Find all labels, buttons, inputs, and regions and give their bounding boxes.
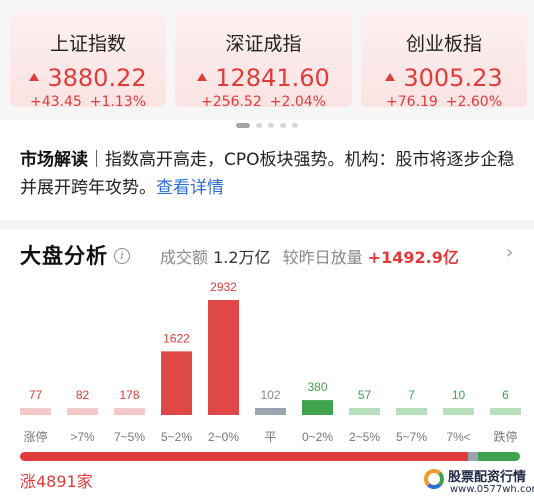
category-tick-label: >7% xyxy=(70,430,95,444)
up-arrow-icon xyxy=(197,73,208,81)
index-price: 3005.23 xyxy=(361,64,527,92)
category-tick-label: 0~2% xyxy=(302,430,333,444)
bar-value-label: 1622 xyxy=(163,331,190,345)
category-tick-label: 平 xyxy=(264,430,276,444)
bar-value-label: 2932 xyxy=(210,280,237,294)
reading-separator: ｜ xyxy=(88,150,105,170)
bar-value-label: 6 xyxy=(502,388,509,402)
bar-0 xyxy=(20,408,51,415)
bar-5 xyxy=(255,408,286,415)
watermark: 股票配资行情 www.0577wh.com xyxy=(424,463,534,500)
bar-4 xyxy=(208,300,239,415)
carousel-dot[interactable] xyxy=(280,123,286,128)
carousel-dot[interactable] xyxy=(256,123,262,128)
rise-fall-distribution-chart: 77 涨停 82 >7% 178 7~5% 1622 5~2% 2932 2~0% 102 平 380 0… xyxy=(20,280,521,444)
bar-7 xyxy=(349,408,380,415)
turnover-value: 1.2万亿 xyxy=(213,248,271,267)
bar-9 xyxy=(443,408,474,415)
bar-value-label: 178 xyxy=(119,388,139,402)
category-tick-label: 7%< xyxy=(446,430,470,444)
index-card-shenzhen[interactable]: 深证成指 12841.60 +256.52 +2.04% xyxy=(175,11,352,110)
bar-value-label: 7 xyxy=(408,388,415,402)
up-arrow-icon xyxy=(385,73,396,81)
category-tick-label: 跌停 xyxy=(493,429,517,444)
breadth-bar xyxy=(20,452,520,461)
bar-value-label: 57 xyxy=(358,388,372,402)
breadth-down-segment xyxy=(477,452,520,461)
category-tick-label: 5~7% xyxy=(396,430,427,444)
turnover-label: 成交额 xyxy=(160,248,209,267)
category-tick-label: 2~5% xyxy=(349,430,380,444)
reading-text: 指数高开高走，CPO板块强势。机构：股市将逐步企稳并展开跨年攻势。 xyxy=(20,150,515,198)
watermark-name: 股票配资行情 xyxy=(448,470,527,485)
compare-value: +1492.9亿 xyxy=(367,248,459,267)
analysis-title: 大盘分析 xyxy=(20,244,108,268)
chevron-right-icon[interactable]: › xyxy=(506,242,514,263)
bar-8 xyxy=(396,408,427,415)
index-card-chinext[interactable]: 创业板指 3005.23 +76.19 +2.60% xyxy=(361,11,527,110)
bar-value-label: 380 xyxy=(307,380,327,394)
carousel-dot[interactable] xyxy=(292,123,298,128)
category-tick-label: 5~2% xyxy=(161,430,192,444)
bar-value-label: 77 xyxy=(29,388,43,402)
bar-value-label: 82 xyxy=(76,388,90,402)
carousel-indicator[interactable] xyxy=(0,123,534,131)
index-price: 3880.22 xyxy=(10,64,166,92)
up-count: 涨4891家 xyxy=(20,472,93,491)
breadth-up-segment xyxy=(20,452,469,461)
bar-value-label: 102 xyxy=(260,388,280,402)
up-arrow-icon xyxy=(29,73,40,81)
bar-1 xyxy=(67,408,98,415)
index-price: 12841.60 xyxy=(175,64,352,92)
market-reading: 市场解读｜指数高开高走，CPO板块强势。机构：股市将逐步企稳并展开跨年攻势。查看… xyxy=(20,146,520,202)
watermark-url: www.0577wh.com xyxy=(450,484,534,495)
index-change: +256.52 +2.04% xyxy=(201,94,326,110)
category-tick-label: 涨停 xyxy=(23,429,47,444)
bar-10 xyxy=(490,408,521,415)
carousel-dot[interactable] xyxy=(236,123,250,128)
bar-3 xyxy=(161,351,192,415)
info-icon[interactable]: i xyxy=(114,248,130,264)
index-change: +76.19 +2.60% xyxy=(385,94,503,110)
breadth-flat-segment xyxy=(468,452,478,461)
index-name: 上证指数 xyxy=(49,33,126,55)
bar-value-label: 10 xyxy=(452,388,466,402)
compare-label: 较昨日放量 xyxy=(282,248,363,267)
bar-2 xyxy=(114,408,145,415)
category-tick-label: 2~0% xyxy=(208,430,239,444)
section-divider xyxy=(0,220,534,230)
carousel-dot[interactable] xyxy=(268,123,274,128)
index-name: 深证成指 xyxy=(225,33,302,55)
view-details-link[interactable]: 查看详情 xyxy=(156,178,224,198)
category-tick-label: 7~5% xyxy=(114,430,145,444)
reading-title: 市场解读 xyxy=(20,150,88,170)
index-card-shanghai[interactable]: 上证指数 3880.22 +43.45 +1.13% xyxy=(10,11,166,110)
index-change: +43.45 +1.13% xyxy=(29,94,147,110)
turnover-summary[interactable]: 成交额 1.2万亿 较昨日放量 +1492.9亿 xyxy=(160,244,459,268)
bar-6 xyxy=(302,400,333,415)
index-cards: 上证指数 3880.22 +43.45 +1.13% 深证成指 12841.60 … xyxy=(0,0,534,128)
watermark-logo-icon xyxy=(424,467,446,491)
index-name: 创业板指 xyxy=(405,33,482,55)
